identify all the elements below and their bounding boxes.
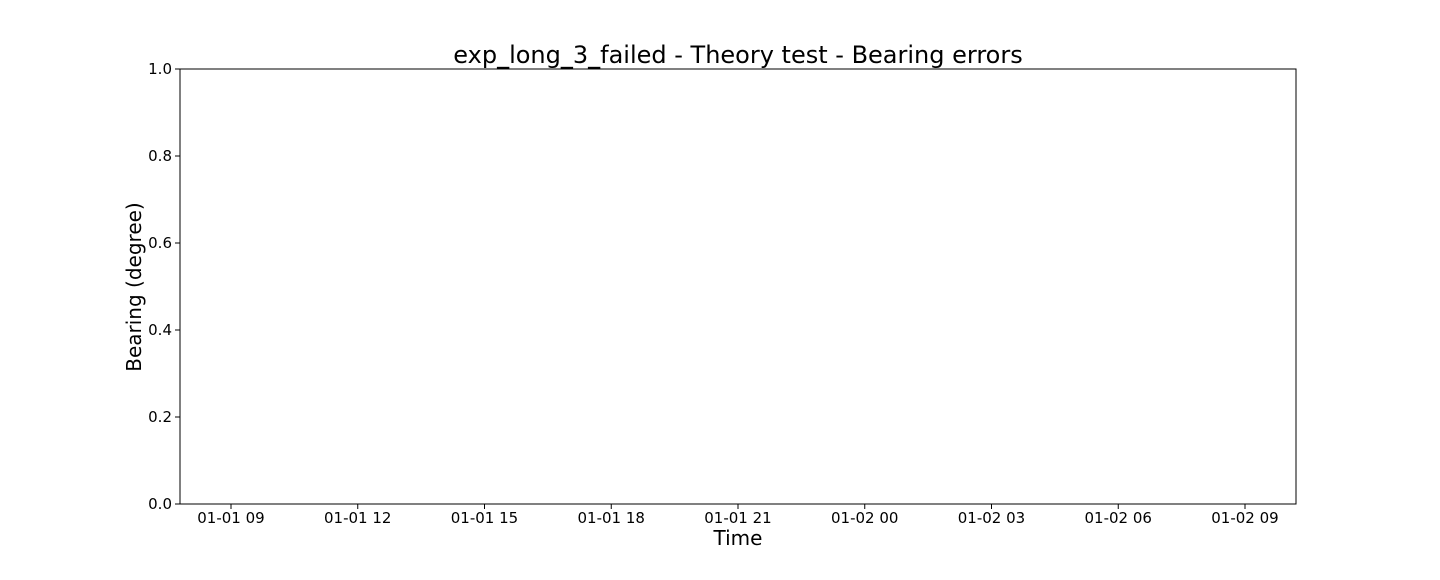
y-tick-label: 0.2 <box>148 408 172 426</box>
x-axis-ticks: 01-01 09 01-01 12 01-01 15 01-01 18 01-01 21… <box>197 504 1279 527</box>
y-axis-ticks: 0.0 0.2 0.4 0.6 0.8 1.0 <box>148 60 180 513</box>
x-tick-label: 01-01 12 <box>324 509 391 527</box>
y-tick-label: 1.0 <box>148 60 172 78</box>
x-tick-label: 01-02 03 <box>958 509 1025 527</box>
plot-area-frame <box>179 68 1297 505</box>
x-axis-label: Time <box>713 526 763 550</box>
x-tick-label: 01-02 06 <box>1085 509 1152 527</box>
x-tick-label: 01-01 15 <box>451 509 518 527</box>
y-tick-label: 0.6 <box>148 234 172 252</box>
x-tick-label: 01-01 18 <box>578 509 645 527</box>
y-tick-label: 0.8 <box>148 147 172 165</box>
x-tick-label: 01-01 21 <box>704 509 771 527</box>
x-tick-label: 01-02 00 <box>831 509 898 527</box>
x-tick-label: 01-01 09 <box>197 509 264 527</box>
y-tick-label: 0.0 <box>148 495 172 513</box>
y-axis-label: Bearing (degree) <box>122 202 146 371</box>
y-tick-label: 0.4 <box>148 321 172 339</box>
x-tick-label: 01-02 09 <box>1211 509 1278 527</box>
chart-title: exp_long_3_failed - Theory test - Bearin… <box>453 41 1022 69</box>
